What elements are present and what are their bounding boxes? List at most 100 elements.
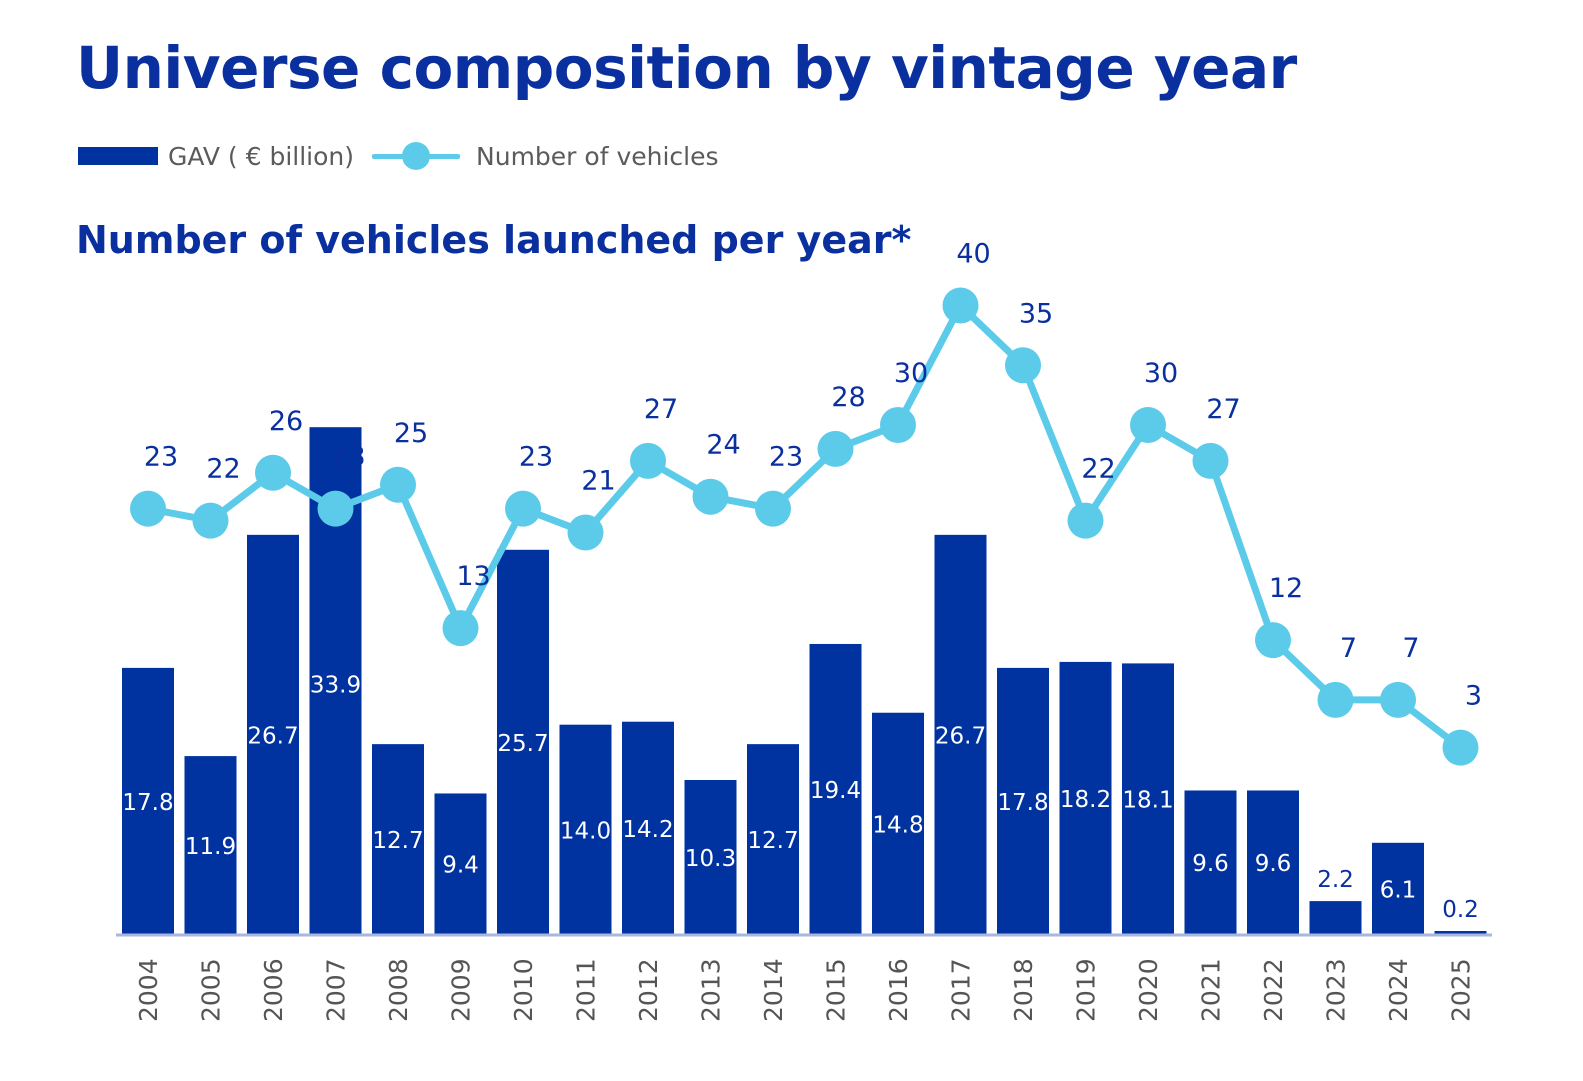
vehicles-label: 23	[519, 442, 553, 473]
vehicles-point	[505, 490, 541, 527]
vehicles-point	[1442, 729, 1479, 766]
gav-bar-label: 18.2	[1060, 787, 1111, 813]
chart-subtitle: Number of vehicles launched per year*	[76, 218, 912, 262]
vehicles-point	[567, 514, 604, 551]
x-tick-label: 2008	[384, 958, 413, 1022]
vehicles-label: 21	[581, 466, 615, 497]
x-tick-label: 2021	[1197, 958, 1226, 1022]
gav-bar	[872, 712, 924, 934]
legend-bar-label: GAV ( € billion)	[168, 141, 355, 171]
gav-bar	[684, 780, 737, 934]
vehicles-point	[317, 490, 354, 527]
x-tick-label: 2014	[759, 958, 788, 1022]
vehicles-point	[880, 407, 916, 443]
gav-bar-label: 26.7	[935, 723, 986, 749]
chart-title: Universe composition by vintage year	[76, 34, 1297, 102]
gav-bar	[997, 667, 1049, 934]
gav-bar-label: 9.6	[1255, 851, 1292, 877]
x-tick-label: 2023	[1322, 958, 1351, 1022]
vehicles-label: 30	[894, 358, 928, 389]
vehicles-point	[1005, 347, 1041, 384]
x-tick-label: 2004	[134, 958, 163, 1022]
x-tick-label: 2016	[884, 958, 913, 1022]
vehicles-label: 3	[1465, 681, 1482, 712]
vehicles-label: 23	[769, 442, 803, 473]
vehicles-label: 35	[1019, 298, 1053, 329]
gav-bar-label: 33.9	[310, 673, 361, 699]
vehicles-point	[817, 430, 854, 467]
gav-bar-label: 6.1	[1380, 877, 1417, 903]
gav-bar-label: 19.4	[810, 778, 861, 804]
gav-bar	[622, 721, 674, 934]
vehicles-point	[255, 454, 291, 491]
vehicles-point	[692, 478, 729, 515]
legend: GAV ( € billion) Number of vehicles	[78, 136, 719, 176]
gav-bar-label: 26.7	[247, 723, 298, 749]
vehicles-label: 7	[1340, 633, 1357, 664]
vehicles-label: 22	[206, 454, 240, 485]
vehicles-point	[942, 287, 979, 324]
gav-bar-label: 9.6	[1192, 851, 1229, 877]
x-tick-label: 2025	[1447, 958, 1476, 1022]
gav-bar-label: 25.7	[497, 731, 548, 757]
x-tick-label: 2005	[197, 958, 226, 1022]
vehicles-label: 24	[706, 430, 740, 461]
vehicles-label: 27	[1206, 394, 1240, 425]
x-tick-label: 2019	[1072, 958, 1101, 1022]
gav-bar	[747, 744, 799, 934]
gav-bar-label: 12.7	[747, 828, 798, 854]
gav-bar-label: 18.1	[1122, 788, 1173, 814]
x-tick-label: 2020	[1134, 958, 1163, 1022]
x-tick-label: 2018	[1009, 958, 1038, 1022]
x-tick-label: 2012	[634, 958, 663, 1022]
vehicles-point	[1192, 442, 1229, 479]
gav-bar	[497, 549, 549, 934]
vehicles-point	[1380, 681, 1416, 718]
vehicles-point	[380, 466, 416, 503]
vehicles-label: 7	[1402, 633, 1419, 664]
x-tick-label: 2017	[947, 958, 976, 1022]
vehicles-label: 26	[269, 406, 303, 437]
vehicles-point	[192, 502, 229, 539]
vehicles-point	[1255, 622, 1291, 659]
gav-bar	[1247, 790, 1299, 934]
legend-line-label: Number of vehicles	[476, 141, 719, 171]
gav-bar	[434, 793, 487, 934]
gav-bar-label: 11.9	[185, 834, 236, 860]
vehicles-point	[1130, 407, 1166, 443]
x-tick-label: 2013	[697, 958, 726, 1022]
gav-bar	[559, 724, 612, 934]
vehicles-point	[1317, 681, 1354, 718]
gav-bar-label: 17.8	[122, 790, 173, 816]
x-tick-label: 2006	[259, 958, 288, 1022]
x-tick-label: 2010	[509, 958, 538, 1022]
gav-bar	[1372, 842, 1424, 934]
legend-line-swatch	[372, 141, 461, 171]
gav-bar-label: 12.7	[372, 828, 423, 854]
vehicles-label: 13	[456, 561, 490, 592]
vehicles-label: 27	[644, 394, 678, 425]
vehicles-label: 23	[331, 442, 365, 473]
gav-bar	[247, 534, 299, 934]
gav-bar	[809, 643, 862, 934]
vehicles-label: 23	[144, 442, 178, 473]
gav-bar-label: 0.2	[1442, 897, 1479, 923]
gav-bar	[1309, 901, 1362, 934]
gav-bar-label: 17.8	[997, 790, 1048, 816]
gav-bar	[184, 756, 237, 934]
vehicles-label: 28	[831, 382, 865, 413]
x-tick-label: 2007	[322, 958, 351, 1022]
vehicles-point	[755, 490, 791, 527]
gav-bar-label: 9.4	[442, 853, 479, 879]
x-tick-label: 2009	[447, 958, 476, 1022]
vehicles-point	[630, 442, 666, 479]
x-tick-label: 2011	[572, 958, 601, 1022]
vehicles-label: 22	[1081, 454, 1115, 485]
x-tick-label: 2022	[1259, 958, 1288, 1022]
gav-bar-label: 14.8	[872, 812, 923, 838]
gav-bar-label: 14.0	[560, 818, 611, 844]
gav-bar	[934, 534, 987, 934]
gav-bar	[372, 744, 424, 934]
legend-bar-swatch	[78, 147, 158, 165]
gav-bar	[1122, 663, 1174, 934]
